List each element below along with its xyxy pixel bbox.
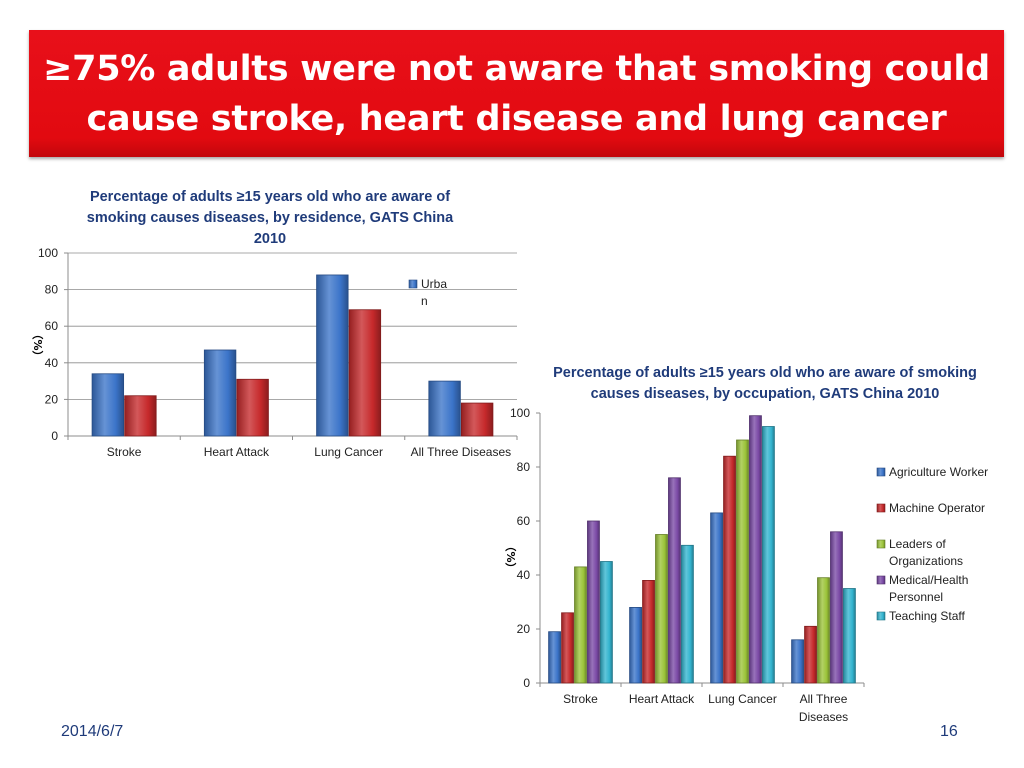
y-tick-label: 80 <box>45 283 59 297</box>
y-tick-label: 60 <box>517 514 531 528</box>
bar-series-2 <box>348 309 382 437</box>
residence-chart-title: Percentage of adults ≥15 years old who a… <box>86 189 454 247</box>
y-tick-label: 0 <box>51 429 58 443</box>
x-tick-label: Lung Cancer <box>314 445 383 459</box>
legend-swatch <box>876 503 886 513</box>
bar-leaders-of-organizations <box>736 439 749 684</box>
y-axis-label: （%） <box>504 540 517 573</box>
bar-series-2 <box>236 378 269 437</box>
legend-label: Agriculture Worker <box>889 465 988 479</box>
legend-swatch <box>876 539 886 549</box>
bar-leaders-of-organizations <box>655 534 668 684</box>
bar-teaching-staff <box>681 544 694 684</box>
x-tick-label: All Three <box>800 692 848 706</box>
x-tick-label: Heart Attack <box>629 692 695 706</box>
bar-machine-operator <box>561 612 574 684</box>
bar-agriculture-worker <box>791 639 804 684</box>
bar-machine-operator <box>642 580 655 684</box>
legend-label: n <box>421 294 428 308</box>
legend-swatch <box>876 611 886 621</box>
x-tick-label: Heart Attack <box>204 445 270 459</box>
bar-urban <box>428 380 461 437</box>
y-tick-label: 40 <box>517 568 531 582</box>
bar-teaching-staff <box>843 588 856 684</box>
legend-swatch <box>408 279 418 289</box>
bar-urban <box>203 349 237 437</box>
occupation-chart-title: Percentage of adults ≥15 years old who a… <box>553 365 977 402</box>
bar-leaders-of-organizations <box>574 566 587 684</box>
legend-label: Leaders of <box>889 537 946 551</box>
bar-medical-health-personnel <box>830 531 843 684</box>
bar-machine-operator <box>804 625 817 684</box>
x-tick-label: Stroke <box>107 445 142 459</box>
legend-label: Urba <box>421 277 447 291</box>
slide-title-line-2: cause stroke, heart disease and lung can… <box>86 98 947 139</box>
y-tick-label: 100 <box>510 406 530 420</box>
bar-series-2 <box>124 395 157 437</box>
slide-page-number: 16 <box>940 723 958 740</box>
bar-medical-health-personnel <box>587 520 600 684</box>
x-tick-label: Stroke <box>563 692 598 706</box>
bar-agriculture-worker <box>629 607 642 684</box>
bar-machine-operator <box>723 455 736 684</box>
bar-urban <box>91 373 125 437</box>
legend-label: Personnel <box>889 590 943 604</box>
bar-teaching-staff <box>600 561 613 684</box>
y-tick-label: 20 <box>45 392 59 406</box>
bar-urban <box>316 274 349 437</box>
legend-swatch <box>876 575 886 585</box>
bar-agriculture-worker <box>710 512 723 684</box>
y-tick-label: 60 <box>45 319 59 333</box>
legend-label: Teaching Staff <box>889 609 965 623</box>
legend-label: Organizations <box>889 554 963 568</box>
x-tick-label: All Three Diseases <box>411 445 512 459</box>
slide-title-line-1: ≥75% adults were not aware that smoking … <box>43 48 990 89</box>
bar-series-2 <box>460 402 494 437</box>
bar-leaders-of-organizations <box>817 577 830 684</box>
legend-label: Machine Operator <box>889 501 985 515</box>
bar-medical-health-personnel <box>749 415 762 684</box>
slide-date: 2014/6/7 <box>61 723 124 740</box>
y-tick-label: 100 <box>38 246 58 260</box>
x-tick-label: Lung Cancer <box>708 692 777 706</box>
legend-label: Medical/Health <box>889 573 968 587</box>
bar-agriculture-worker <box>548 631 561 684</box>
slide-title: ≥75% adults were not aware that smoking … <box>43 44 990 144</box>
y-tick-label: 20 <box>517 622 531 636</box>
legend-swatch <box>876 467 886 477</box>
bar-medical-health-personnel <box>668 477 681 684</box>
y-axis-label: （%） <box>31 328 44 361</box>
title-banner: ≥75% adults were not aware that smoking … <box>29 30 1004 157</box>
x-tick-label: Diseases <box>799 710 848 724</box>
y-tick-label: 40 <box>45 356 59 370</box>
bar-teaching-staff <box>762 426 775 684</box>
y-tick-label: 0 <box>523 676 530 690</box>
y-tick-label: 80 <box>517 460 531 474</box>
